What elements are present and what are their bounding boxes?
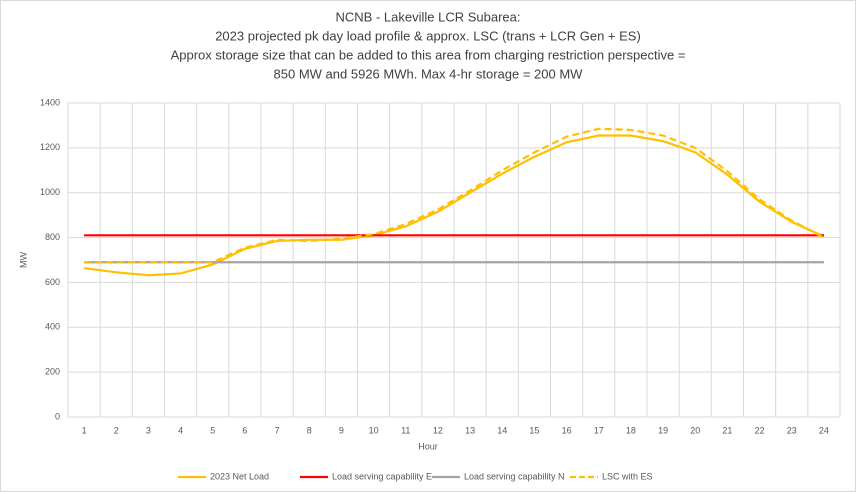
legend-label: Load serving capability E	[332, 471, 432, 481]
x-tick-label: 10	[369, 425, 379, 435]
chart-title: 2023 projected pk day load profile & app…	[215, 28, 641, 43]
legend-label: 2023 Net Load	[210, 471, 269, 481]
y-axis-label: MW	[18, 252, 28, 268]
y-tick-label: 200	[45, 367, 60, 377]
chart-title: 850 MW and 5926 MWh. Max 4-hr storage = …	[274, 66, 584, 81]
x-tick-label: 11	[401, 425, 410, 435]
x-tick-label: 15	[529, 425, 539, 435]
chart-title: Approx storage size that can be added to…	[171, 47, 686, 62]
x-tick-label: 20	[690, 425, 700, 435]
x-tick-label: 2	[114, 425, 119, 435]
x-tick-label: 3	[146, 425, 151, 435]
x-tick-label: 4	[178, 425, 183, 435]
chart-title: NCNB - Lakeville LCR Subarea:	[336, 9, 521, 24]
x-axis-label: Hour	[418, 441, 438, 451]
line-series	[84, 127, 825, 264]
x-tick-label: 5	[210, 425, 215, 435]
y-tick-label: 400	[45, 322, 60, 332]
x-tick-label: 22	[755, 425, 765, 435]
y-tick-label: 1400	[40, 97, 60, 107]
x-tick-label: 21	[722, 425, 732, 435]
x-tick-label: 6	[242, 425, 247, 435]
x-tick-label: 18	[626, 425, 636, 435]
x-tick-label: 13	[465, 425, 475, 435]
x-tick-label: 12	[433, 425, 443, 435]
x-tick-label: 8	[307, 425, 312, 435]
y-tick-label: 1000	[40, 187, 60, 197]
x-tick-label: 19	[658, 425, 668, 435]
y-tick-label: 0	[55, 411, 60, 421]
y-tick-label: 1200	[40, 142, 60, 152]
legend-label: Load serving capability N	[464, 471, 565, 481]
x-tick-label: 9	[339, 425, 344, 435]
x-tick-label: 23	[787, 425, 797, 435]
x-tick-label: 7	[275, 425, 280, 435]
x-tick-label: 1	[82, 425, 87, 435]
x-tick-label: 16	[562, 425, 572, 435]
legend-label: LSC with ES	[602, 471, 653, 481]
x-tick-label: 17	[594, 425, 604, 435]
y-tick-label: 600	[45, 277, 60, 287]
x-tick-label: 24	[819, 425, 829, 435]
y-tick-label: 800	[45, 232, 60, 242]
x-tick-label: 14	[497, 425, 507, 435]
line-series	[83, 134, 825, 277]
